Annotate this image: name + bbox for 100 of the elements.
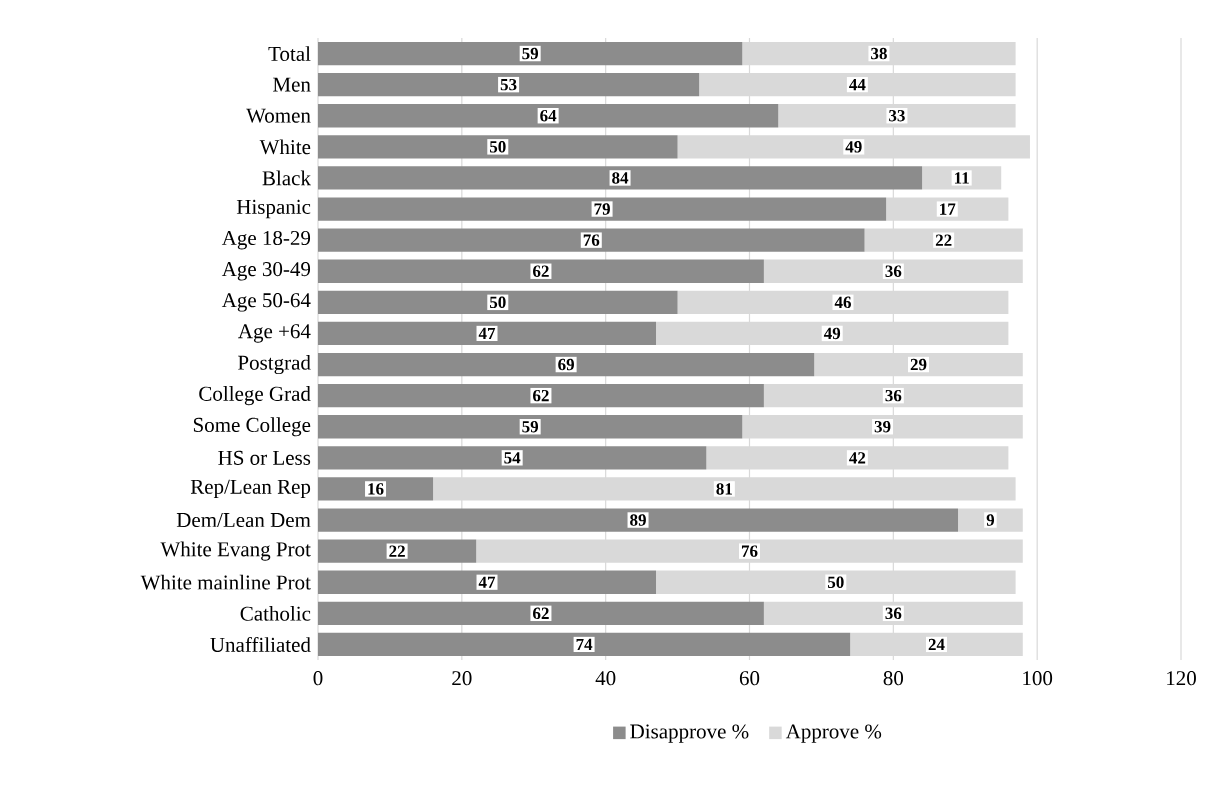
- bar: [318, 259, 764, 283]
- bar: [318, 383, 764, 408]
- bar: [814, 352, 1023, 377]
- bar: [318, 321, 657, 346]
- data-label: 36: [885, 265, 902, 277]
- data-label: 76: [583, 234, 600, 246]
- x-tick-label: 20: [452, 671, 472, 686]
- bar: [958, 508, 1023, 532]
- data-label: 22: [935, 234, 952, 246]
- data-label: 24: [928, 638, 945, 651]
- data-label: 50: [827, 576, 844, 588]
- y-tick-label: Unaffiliated: [210, 636, 311, 652]
- y-tick-label: Catholic: [240, 605, 311, 621]
- data-label: 17: [940, 203, 956, 215]
- data-label: 33: [889, 110, 905, 122]
- data-label: 9: [986, 514, 995, 526]
- y-tick-label: Age +64: [238, 324, 311, 343]
- bar: [318, 539, 477, 563]
- legend-label: Approve %: [785, 724, 882, 743]
- bar: [433, 477, 1016, 501]
- bar: [763, 383, 1023, 408]
- bar: [476, 539, 1023, 563]
- data-label: 62: [533, 389, 549, 402]
- bar: [742, 415, 1023, 439]
- bar: [763, 259, 1023, 283]
- legend-label: Disapprove %: [630, 724, 749, 743]
- bar: [656, 321, 1009, 346]
- bar: [742, 41, 1016, 66]
- bar: [318, 570, 657, 594]
- data-label: 62: [533, 265, 549, 277]
- bar: [318, 290, 678, 314]
- data-label: 16: [368, 483, 384, 495]
- y-tick-label: White: [259, 139, 311, 155]
- data-label: 39: [874, 421, 891, 433]
- y-tick-label: Hispanic: [236, 199, 311, 219]
- data-label: 84: [612, 172, 629, 184]
- bar: [677, 290, 1009, 314]
- bar: [318, 632, 851, 657]
- y-tick-label: Women: [246, 108, 311, 123]
- bar: [318, 166, 923, 190]
- y-tick-label: College Grad: [199, 386, 311, 406]
- bar: [677, 135, 1030, 159]
- data-label: 22: [389, 545, 405, 557]
- data-label: 81: [716, 483, 732, 495]
- y-tick-label: Black: [262, 170, 311, 186]
- data-label: 79: [594, 203, 610, 215]
- data-label: 47: [478, 576, 496, 588]
- data-label: 49: [823, 327, 841, 340]
- x-tick-label: 40: [595, 671, 616, 686]
- x-tick-label: 120: [1167, 671, 1196, 686]
- bar: [850, 632, 1023, 657]
- data-label: 59: [522, 421, 539, 433]
- bar: [656, 570, 1016, 594]
- x-tick-label: 100: [1023, 671, 1053, 686]
- bar: [699, 72, 1016, 97]
- x-tick-label: 80: [883, 671, 904, 686]
- y-tick-label: Total: [268, 46, 311, 61]
- x-tick-label: 0: [313, 671, 323, 686]
- data-label: 11: [954, 172, 969, 184]
- data-label: 62: [533, 607, 549, 620]
- data-label: 36: [885, 607, 902, 620]
- y-tick-label: Age 50-64: [221, 293, 311, 312]
- bar: [318, 477, 434, 501]
- data-label: 36: [885, 389, 902, 402]
- data-label: 89: [630, 514, 646, 526]
- bar: [318, 135, 678, 159]
- bar: [318, 197, 887, 221]
- bar: [318, 601, 764, 626]
- y-tick-label: HS or Less: [218, 450, 311, 465]
- x-tick-label: 60: [739, 671, 760, 686]
- bar: [318, 446, 707, 470]
- y-tick-label: Rep/Lean Rep: [190, 479, 311, 499]
- data-label: 74: [576, 638, 593, 651]
- data-label: 46: [834, 296, 851, 309]
- bar: [864, 228, 1023, 252]
- bar: [763, 601, 1023, 626]
- data-label: 50: [489, 141, 506, 153]
- y-tick-label: Men: [273, 77, 311, 92]
- data-label: 53: [500, 78, 517, 91]
- data-label: 44: [849, 79, 866, 91]
- y-tick-label: Age 30-49: [221, 262, 311, 281]
- data-label: 47: [478, 327, 496, 340]
- y-tick-label: White mainline Prot: [140, 574, 311, 590]
- data-label: 29: [910, 358, 927, 371]
- bar: [318, 104, 779, 128]
- bar: [318, 508, 959, 532]
- data-label: 69: [558, 358, 574, 371]
- bar: [318, 352, 815, 377]
- data-label: 54: [504, 452, 521, 464]
- data-label: 49: [845, 141, 862, 153]
- data-label: 59: [522, 47, 539, 60]
- bar: [778, 104, 1016, 128]
- y-tick-label: Postgrad: [238, 355, 311, 375]
- bar: [318, 228, 865, 252]
- y-tick-label: Dem/Lean Dem: [176, 513, 311, 528]
- y-tick-label: White Evang Prot: [160, 541, 311, 561]
- data-label: 64: [540, 110, 557, 122]
- data-label: 50: [489, 296, 506, 309]
- bar: [318, 41, 743, 66]
- data-label: 42: [849, 452, 866, 464]
